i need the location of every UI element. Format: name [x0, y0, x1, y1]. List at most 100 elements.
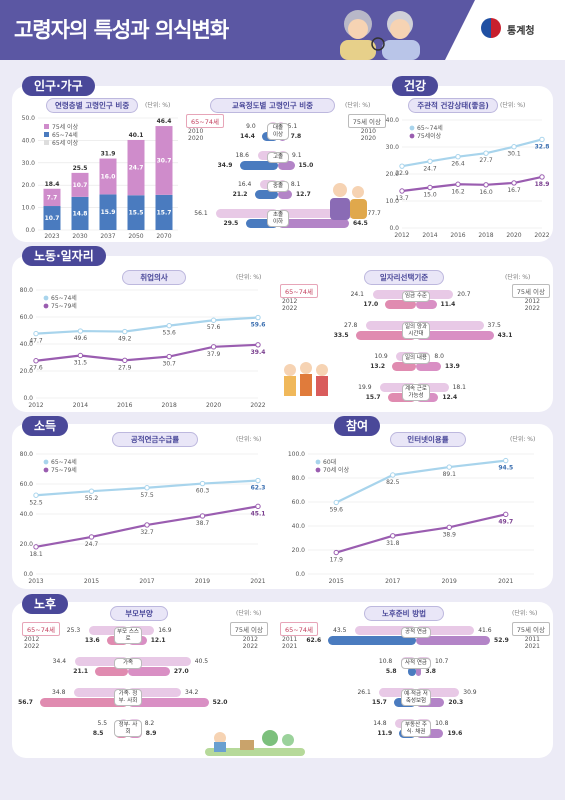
series-line [401, 138, 543, 168]
bar-value-75-plus: 16.0 [101, 173, 116, 180]
value-left-old: 5.5 [97, 720, 108, 727]
value-left-new: 15.7 [372, 699, 387, 706]
legend-left-a: 2011 [282, 636, 298, 643]
data-point [399, 188, 405, 194]
y-tick-label: 100.0 [288, 451, 305, 458]
section-labor: 노동·일자리 [22, 246, 106, 266]
x-tick-label: 2014 [422, 232, 437, 239]
y-tick-label: 10.0 [386, 198, 400, 205]
x-tick-label: 2022 [534, 232, 549, 239]
employ-unit: (단위: %) [236, 274, 262, 281]
value-right-new: 13.9 [445, 363, 460, 370]
x-tick-label: 2012 [394, 232, 409, 239]
value-right-new: 11.4 [440, 301, 456, 308]
value-right-new: 52.0 [212, 699, 228, 706]
x-tick-label: 2018 [478, 232, 493, 239]
pension-unit: (단위: %) [236, 436, 262, 443]
health-subtitle: 주관적 건강상태(좋음) [408, 98, 498, 113]
pill-left-old [74, 688, 128, 697]
value-left-old: 26.1 [357, 689, 371, 696]
value-right-old: 8.2 [144, 720, 155, 727]
prep-subtitle: 노후준비 방법 [364, 606, 444, 621]
legend-left-b: 2020 [188, 135, 204, 142]
data-point [455, 181, 461, 187]
employ-chart: 0.0 20.0 40.0 60.0 80.0 2012 2014 2016 2018 2020 2… [20, 287, 266, 409]
legend-left-b: 2022 [282, 305, 298, 312]
pop-ratio-unit: (단위: %) [145, 102, 171, 109]
x-tick-label: 2030 [72, 233, 87, 240]
series-line [401, 175, 543, 193]
value-left-old: 10.9 [374, 353, 388, 360]
taegeuk-icon [481, 18, 501, 38]
value-left-new: 56.7 [18, 699, 33, 706]
data-label: 18.9 [535, 181, 550, 188]
x-tick-label: 2020 [206, 402, 221, 409]
y-tick-label: 0.0 [25, 227, 35, 234]
legend-swatch [44, 132, 49, 137]
elderly-couple-illustration [340, 10, 420, 60]
data-point [77, 352, 84, 359]
data-point [255, 314, 261, 321]
bar-total-label: 25.5 [73, 165, 88, 172]
pill-left-new [385, 300, 416, 309]
pill-right-new [416, 300, 437, 309]
workers-illustration [284, 362, 328, 396]
pop-ratio-subtitle: 연령층별 고령인구 비중 [46, 98, 138, 113]
x-tick-label: 2021 [250, 578, 265, 585]
row-category-label: 초졸 이하 [267, 210, 289, 227]
pill-left-old [355, 626, 416, 635]
legend-label: 65~74세 [51, 294, 77, 302]
data-point [427, 184, 433, 191]
bar-value-65-74: 15.7 [157, 209, 172, 216]
data-label: 17.9 [330, 557, 344, 564]
data-point [255, 503, 261, 510]
value-left-old: 16.4 [237, 181, 252, 188]
pill-right-old [416, 688, 460, 697]
value-right-new: 12.4 [442, 394, 458, 401]
jobcrit-chart: 65~74세 75세 이상 2012 2022 2012 2022 24.1 17.0 20.7… [276, 284, 552, 412]
data-point [539, 136, 545, 143]
legend-right-b: 2020 [360, 135, 376, 142]
internet-subtitle: 인터넷이용률 [390, 432, 466, 447]
data-label: 16.0 [479, 189, 493, 196]
value-left-new: 14.4 [240, 133, 255, 140]
prep-chart: 65~74세 75세 이상 2011 2021 2011 2021 43.5 62.6 41.6… [276, 622, 552, 754]
pill-right-old [128, 657, 191, 666]
data-point [390, 472, 396, 478]
y-tick-label: 20.0 [20, 368, 34, 375]
legend-right-b: 2022 [242, 643, 258, 650]
value-left-old: 18.6 [235, 152, 249, 159]
pill-left-new [245, 219, 278, 228]
pill-left-new [95, 667, 128, 676]
data-point [255, 477, 261, 484]
data-label: 47.7 [29, 338, 43, 345]
y-tick-label: 0.0 [389, 225, 399, 232]
data-label: 18.1 [29, 551, 43, 558]
pension-subtitle: 공적연금수급률 [112, 432, 198, 447]
row-category-label: 중졸 [267, 181, 289, 192]
bar-total-label: 40.1 [129, 132, 144, 139]
legend-swatch [315, 467, 321, 473]
y-tick-label: 40.0 [386, 117, 400, 124]
value-right-old: 30.9 [463, 689, 477, 696]
health-unit: (단위: %) [500, 102, 526, 109]
bar-value-65-74: 15.9 [101, 209, 116, 216]
y-tick-label: 30.0 [22, 160, 36, 167]
data-point [144, 485, 150, 491]
data-label: 57.6 [207, 324, 221, 331]
x-tick-label: 2017 [139, 578, 154, 585]
data-label: 94.5 [498, 465, 513, 472]
row-category-label: 임금 수준 [402, 291, 430, 302]
y-tick-label: 40.0 [20, 511, 34, 518]
data-point [33, 330, 39, 337]
legend-swatch [409, 125, 415, 131]
pill-right-new [416, 636, 491, 645]
data-point [88, 534, 95, 540]
bar-75-plus [127, 139, 145, 196]
internet-unit: (단위: %) [510, 436, 536, 443]
y-tick-label: 80.0 [20, 287, 34, 294]
pill-left-new [254, 190, 278, 199]
bar-65-74 [99, 194, 117, 230]
right-age-tag: 75세 이상 [347, 114, 386, 128]
legend-swatch [43, 295, 49, 301]
